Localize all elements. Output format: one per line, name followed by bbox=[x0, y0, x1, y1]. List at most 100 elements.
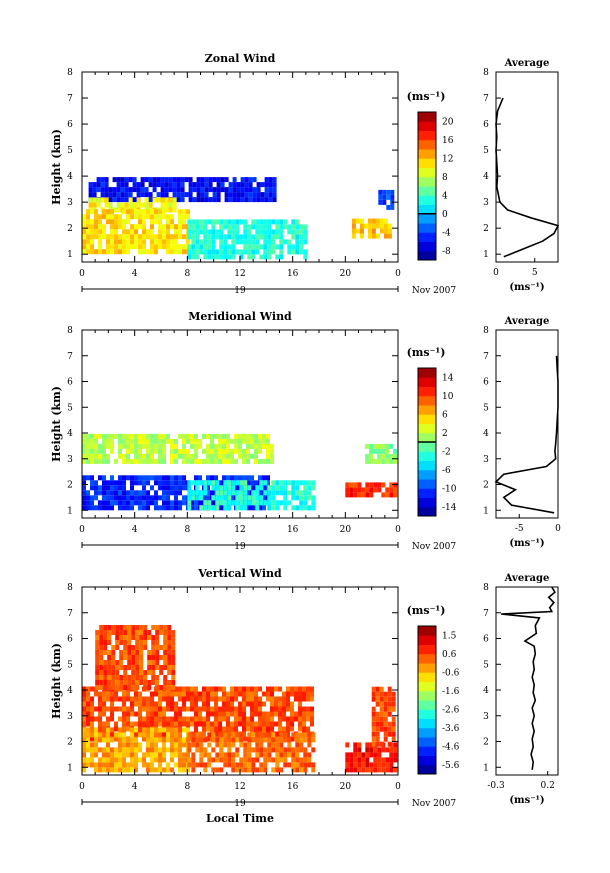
heatmap-cell bbox=[118, 767, 122, 773]
heatmap-cell bbox=[387, 223, 392, 229]
heatmap-cell bbox=[219, 742, 224, 748]
heatmap-cell bbox=[238, 686, 242, 692]
colorbar-band bbox=[418, 368, 436, 378]
heatmap-cell bbox=[142, 736, 146, 742]
heatmap-cell bbox=[168, 177, 173, 183]
heatmap-cell bbox=[373, 487, 378, 493]
heatmap-cell bbox=[98, 433, 102, 439]
heatmap-cell bbox=[119, 675, 124, 680]
heatmap-cell bbox=[295, 737, 300, 743]
heatmap-cell bbox=[207, 229, 212, 235]
heatmap-cell bbox=[190, 701, 194, 707]
heatmap-cell bbox=[196, 197, 201, 203]
heatmap-cell bbox=[186, 458, 190, 464]
heatmap-cell bbox=[178, 767, 182, 773]
colorbar-band bbox=[418, 488, 436, 498]
heatmap-cell bbox=[158, 727, 162, 733]
heatmap-cell bbox=[266, 721, 270, 727]
heatmap-cell bbox=[262, 721, 266, 727]
heatmap-cell bbox=[381, 762, 386, 768]
heatmap-cell bbox=[187, 742, 192, 748]
heatmap-cell bbox=[291, 762, 296, 768]
heatmap-cell bbox=[123, 645, 128, 650]
heatmap-cell bbox=[239, 767, 244, 773]
heatmap-cell bbox=[251, 234, 256, 240]
heatmap-cell bbox=[143, 635, 148, 640]
heatmap-cell bbox=[126, 209, 130, 215]
heatmap-cell bbox=[267, 224, 272, 230]
heatmap-cell bbox=[198, 443, 202, 449]
heatmap-cell bbox=[303, 485, 308, 491]
heatmap-cell bbox=[160, 197, 165, 203]
heatmap-cell bbox=[278, 706, 282, 712]
heatmap-cell bbox=[92, 187, 97, 193]
heatmap-cell bbox=[96, 182, 101, 188]
heatmap-cell bbox=[162, 224, 166, 230]
heatmap-cell bbox=[162, 495, 166, 501]
heatmap-cell bbox=[235, 490, 240, 496]
heatmap-cell bbox=[235, 732, 240, 738]
heatmap-cell bbox=[219, 229, 224, 235]
heatmap-cell bbox=[379, 726, 384, 732]
heatmap-cell bbox=[130, 433, 134, 439]
heatmap-cell bbox=[187, 732, 192, 738]
heatmap-cell bbox=[166, 737, 170, 743]
heatmap-cell bbox=[106, 219, 110, 225]
heatmap-cell bbox=[204, 197, 209, 203]
heatmap-cell bbox=[266, 438, 270, 444]
heatmap-cell bbox=[202, 731, 206, 737]
heatmap-cell bbox=[258, 475, 262, 481]
heatmap-cell bbox=[369, 742, 374, 748]
heatmap-cell bbox=[219, 500, 224, 506]
heatmap-cell bbox=[291, 249, 296, 255]
heatmap-cell bbox=[299, 732, 304, 738]
heatmap-cell bbox=[227, 234, 232, 240]
heatmap-cell bbox=[290, 686, 294, 692]
heatmap-cell bbox=[267, 752, 272, 758]
heatmap-cell bbox=[246, 458, 250, 464]
heatmap-cell bbox=[202, 721, 206, 727]
heatmap-cell bbox=[231, 249, 236, 255]
heatmap-cell bbox=[357, 742, 362, 748]
heatmap-cell bbox=[134, 229, 138, 235]
y-tick-label: 4 bbox=[483, 429, 489, 439]
heatmap-cell bbox=[192, 197, 197, 203]
heatmap-cell bbox=[158, 757, 162, 763]
heatmap-cell bbox=[90, 480, 94, 486]
heatmap-cell bbox=[303, 480, 308, 486]
colorbar-tick-label: 4 bbox=[442, 191, 448, 201]
heatmap-cell bbox=[103, 650, 108, 655]
heatmap-cell bbox=[102, 209, 106, 215]
heatmap-cell bbox=[162, 475, 166, 481]
heatmap-cell bbox=[106, 706, 110, 712]
heatmap-cell bbox=[186, 209, 190, 215]
date-label: Nov 2007 bbox=[412, 286, 456, 296]
heatmap-cell bbox=[206, 490, 210, 496]
heatmap-cell bbox=[206, 736, 210, 742]
heatmap-cell bbox=[154, 711, 158, 717]
heatmap-cell bbox=[262, 701, 266, 707]
heatmap-cell bbox=[154, 249, 158, 255]
heatmap-cell bbox=[218, 480, 222, 486]
heatmap-cell bbox=[210, 686, 214, 692]
heatmap-cell bbox=[126, 721, 130, 727]
heatmap-cell bbox=[142, 490, 146, 496]
y-tick-label: 1 bbox=[67, 506, 73, 516]
heatmap-cell bbox=[191, 757, 196, 763]
heatmap-cell bbox=[159, 625, 164, 630]
heatmap-cell bbox=[195, 254, 200, 260]
heatmap-cell bbox=[231, 490, 236, 496]
heatmap-cell bbox=[371, 691, 376, 697]
heatmap-cell bbox=[385, 453, 390, 459]
heatmap-cell bbox=[215, 229, 220, 235]
heatmap-cell bbox=[163, 675, 168, 680]
x-tick-label: 0 bbox=[395, 782, 401, 792]
heatmap-cell bbox=[365, 487, 370, 493]
heatmap-cell bbox=[111, 650, 116, 655]
heatmap-cell bbox=[353, 762, 358, 768]
heatmap-cell bbox=[150, 721, 154, 727]
heatmap-cell bbox=[146, 458, 150, 464]
heatmap-cell bbox=[178, 219, 182, 225]
heatmap-cell bbox=[242, 458, 246, 464]
heatmap-cell bbox=[247, 752, 252, 758]
